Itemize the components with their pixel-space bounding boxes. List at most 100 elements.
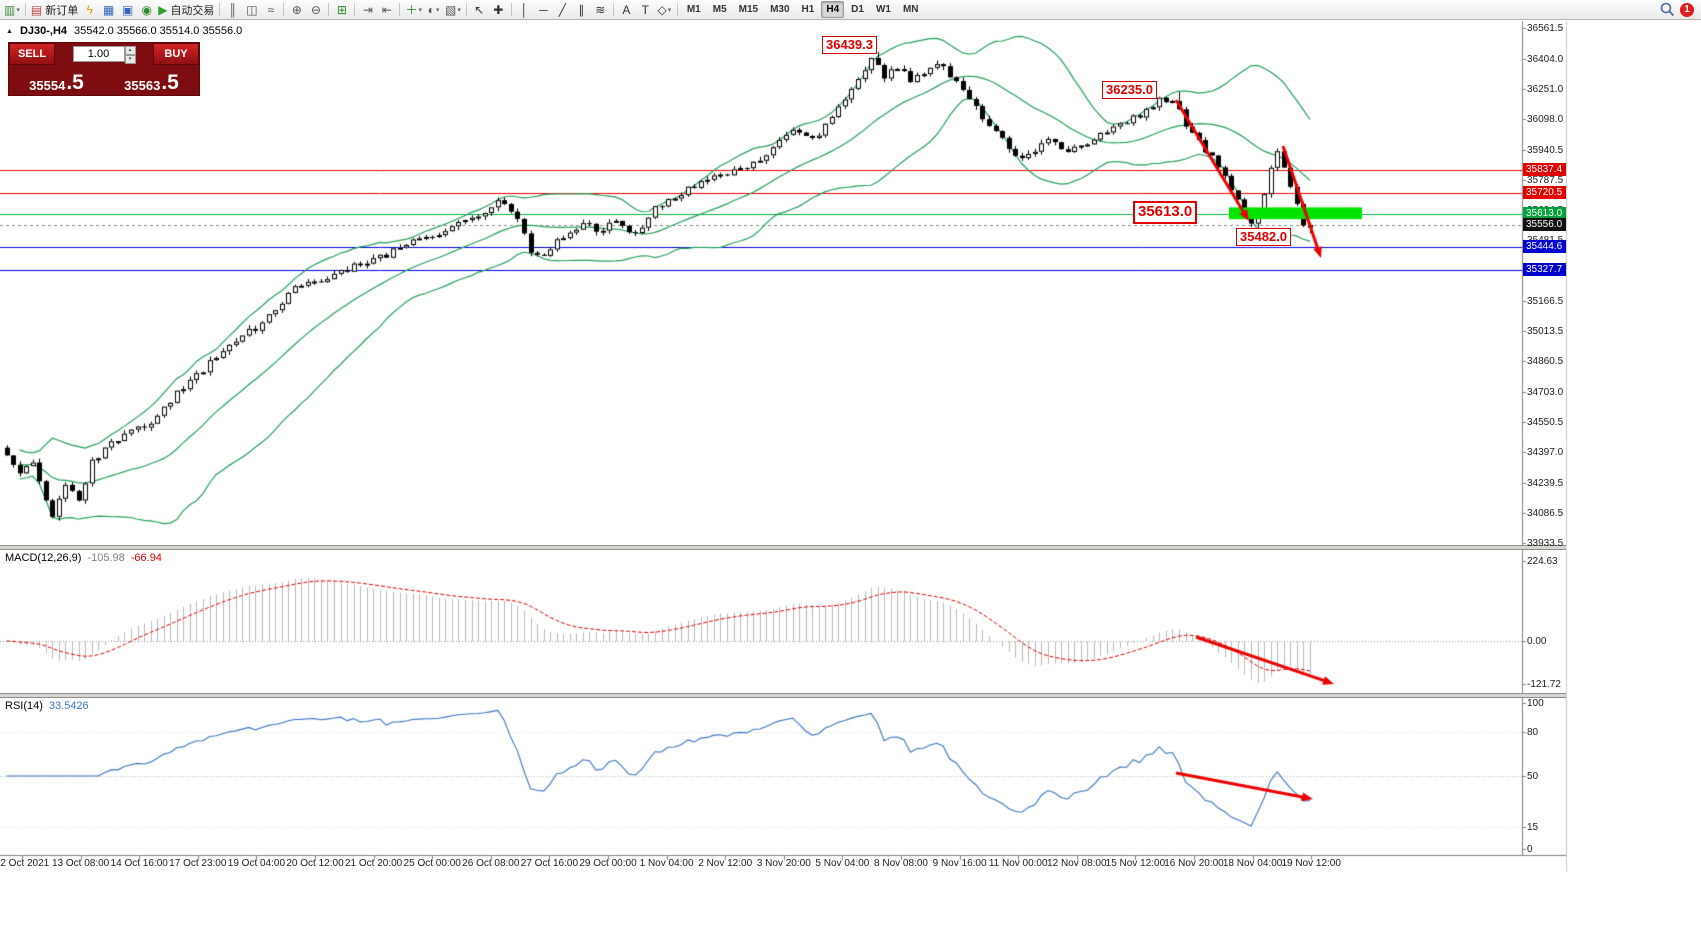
- volume-control: ▴ ▾: [55, 43, 153, 65]
- navigator-icon: ◉: [141, 2, 152, 17]
- buy-price-main: 35563: [124, 78, 161, 93]
- volume-input[interactable]: [72, 46, 125, 62]
- panel-divider-macd[interactable]: [0, 545, 1566, 550]
- horizontal-line-button[interactable]: ─: [534, 1, 553, 18]
- new-chart-button[interactable]: ▥ ▾: [2, 1, 22, 18]
- text-label-icon: T: [641, 2, 649, 17]
- data-window-icon: ▣: [122, 2, 134, 17]
- sell-button[interactable]: SELL: [9, 43, 55, 65]
- arrows-button[interactable]: ◇ ▾: [655, 1, 674, 18]
- timeframe-button-m15[interactable]: M15: [738, 4, 759, 15]
- template-icon: ▧: [444, 2, 457, 17]
- rsi-value: 33.5426: [48, 700, 89, 712]
- toolbar-separator: [612, 3, 614, 16]
- macd-name: MACD(12,26,9): [5, 552, 82, 564]
- chart-shift-button[interactable]: ⇤: [377, 1, 396, 18]
- navigator-button[interactable]: ◉: [137, 1, 156, 18]
- macd-signal-value: -66.94: [130, 552, 162, 564]
- timeframe-button-h1[interactable]: H1: [801, 4, 815, 15]
- timeframe-button-w1[interactable]: W1: [875, 4, 891, 15]
- timeframe-button-m30[interactable]: M30: [770, 4, 790, 15]
- zoom-in-icon: ⊕: [291, 2, 302, 17]
- toolbar-separator: [219, 3, 221, 16]
- indicators-button[interactable]: ＋ ▾: [403, 1, 424, 18]
- toolbar-separator: [399, 3, 401, 16]
- mql-wizard-button[interactable]: ϟ: [80, 1, 99, 18]
- auto-trading-button[interactable]: ▶ 自动交易: [156, 1, 216, 18]
- auto-scroll-button[interactable]: ⇥: [358, 1, 377, 18]
- timeframe-button-m5[interactable]: M5: [712, 4, 727, 15]
- zoom-out-icon: ⊖: [310, 2, 321, 17]
- periods-button[interactable]: ◐ ▾: [424, 1, 443, 18]
- crosshair-icon: ✚: [493, 2, 504, 17]
- auto-scroll-icon: ⇥: [362, 2, 373, 17]
- channel-icon: ∥: [578, 2, 585, 17]
- rsi-name: RSI(14): [5, 700, 43, 712]
- vertical-line-button[interactable]: │: [515, 1, 534, 18]
- rsi-indicator-label: RSI(14) 33.5426: [5, 700, 89, 712]
- zoom-in-button[interactable]: ⊕: [287, 1, 306, 18]
- bar-chart-button[interactable]: ║: [223, 1, 242, 18]
- timeframe-button-h4[interactable]: H4: [821, 1, 845, 18]
- toolbar: ▥ ▾ ▤ 新订单 ϟ ▦ ▣ ◉ ▶ 自动交易 ║ ◫ ≈ ⊕ ⊖ ⊞ ⇥ ⇤ ＋ ▾ ◐ ▾ ▧ ▾ ↖ ✚ │ ─ ╱ ∥ ≋ A T ◇ ▾…: [0, 0, 1701, 20]
- toolbar-separator: [328, 3, 330, 16]
- market-watch-icon: ▦: [103, 2, 115, 17]
- new-chart-button-dropdown-icon: ▾: [16, 6, 20, 14]
- buy-button[interactable]: BUY: [153, 43, 199, 65]
- trendline-button[interactable]: ╱: [553, 1, 572, 18]
- timeframe-button-d1[interactable]: D1: [851, 4, 864, 15]
- macd-main-value: -105.98: [87, 552, 125, 564]
- crosshair-button[interactable]: ✚: [489, 1, 508, 18]
- buy-price[interactable]: 35563 .5: [104, 65, 199, 95]
- zoom-out-button[interactable]: ⊖: [306, 1, 325, 18]
- toolbar-separator: [283, 3, 285, 16]
- chart-header: ▲ DJ30-,H4 35542.0 35566.0 35514.0 35556…: [6, 25, 242, 37]
- channel-button[interactable]: ∥: [572, 1, 591, 18]
- symbol-marker-icon: ▲: [6, 27, 13, 35]
- market-watch-button[interactable]: ▦: [99, 1, 118, 18]
- search-icon[interactable]: [1660, 2, 1675, 17]
- cursor-icon: ↖: [474, 2, 485, 17]
- text-label-button[interactable]: T: [636, 1, 655, 18]
- arrows-button-dropdown-icon: ▾: [667, 6, 672, 14]
- toolbar-separator: [510, 3, 512, 16]
- candlestick-chart-button[interactable]: ◫: [242, 1, 261, 18]
- template-button[interactable]: ▧ ▾: [443, 1, 463, 18]
- new-order-button-label: 新订单: [45, 4, 79, 17]
- arrows-icon: ◇: [657, 2, 667, 17]
- toolbar-items: ▥ ▾ ▤ 新订单 ϟ ▦ ▣ ◉ ▶ 自动交易 ║ ◫ ≈ ⊕ ⊖ ⊞ ⇥ ⇤ ＋ ▾ ◐ ▾ ▧ ▾ ↖ ✚ │ ─ ╱ ∥ ≋ A T ◇ ▾…: [2, 1, 925, 18]
- new-order-button[interactable]: ▤ 新订单: [29, 1, 80, 18]
- auto-trading-icon: ▶: [158, 2, 168, 17]
- indicators-button-dropdown-icon: ▾: [418, 6, 422, 14]
- panel-divider-rsi[interactable]: [0, 693, 1566, 698]
- new-order-icon: ▤: [30, 2, 43, 17]
- volume-down-button[interactable]: ▾: [124, 55, 136, 64]
- oct-price-row: 35554 .5 35563 .5: [9, 65, 199, 95]
- vertical-line-icon: │: [520, 2, 529, 17]
- template-button-dropdown-icon: ▾: [457, 6, 461, 14]
- fibonacci-button[interactable]: ≋: [591, 1, 610, 18]
- tile-windows-button[interactable]: ⊞: [332, 1, 351, 18]
- line-chart-button[interactable]: ≈: [261, 1, 280, 18]
- toolbar-separator: [354, 3, 356, 16]
- data-window-button[interactable]: ▣: [118, 1, 137, 18]
- trendline-icon: ╱: [558, 2, 566, 17]
- text-button[interactable]: A: [617, 1, 636, 18]
- timeframe-button-m1[interactable]: M1: [686, 4, 701, 15]
- new-chart-icon: ▥: [4, 2, 16, 17]
- indicators-icon: ＋: [405, 2, 418, 17]
- horizontal-line-icon: ─: [539, 2, 548, 17]
- notification-badge[interactable]: 1: [1680, 2, 1694, 17]
- cursor-button[interactable]: ↖: [470, 1, 489, 18]
- sell-price[interactable]: 35554 .5: [9, 65, 104, 95]
- one-click-trading-panel: SELL ▴ ▾ BUY 35554 .5 35563 .5: [8, 42, 200, 96]
- chart-shift-icon: ⇤: [381, 2, 392, 17]
- line-chart-icon: ≈: [267, 2, 275, 17]
- periods-button-dropdown-icon: ▾: [435, 6, 440, 14]
- volume-up-button[interactable]: ▴: [124, 46, 136, 55]
- mql-wizard-icon: ϟ: [86, 2, 93, 17]
- timeframe-button-mn[interactable]: MN: [902, 4, 919, 15]
- text-icon: A: [622, 2, 631, 17]
